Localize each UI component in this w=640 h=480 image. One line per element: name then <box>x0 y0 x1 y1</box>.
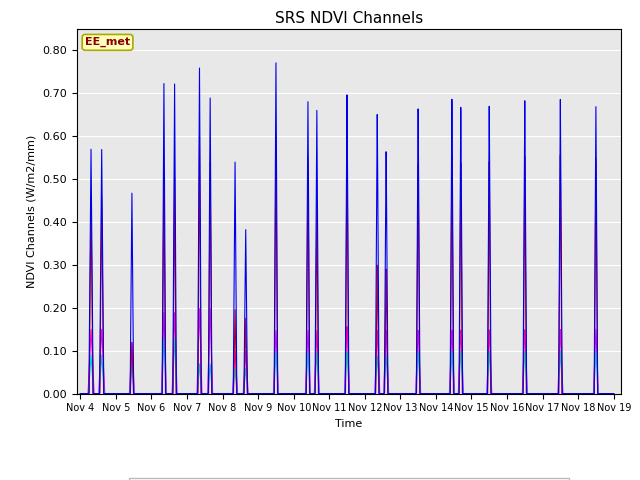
NDVI_650in <box>281 391 289 396</box>
NDVI_810in <box>281 391 289 396</box>
NDVI_810in <box>77 391 84 396</box>
NDVI_650out <box>281 391 289 396</box>
NDVI_650out <box>196 306 204 312</box>
NDVI_810in <box>140 391 148 396</box>
Line: NDVI_650out: NDVI_650out <box>81 309 614 394</box>
NDVI_810out <box>582 391 589 396</box>
NDVI_650in <box>610 391 618 396</box>
NDVI_810in <box>558 369 566 375</box>
NDVI_650in <box>410 391 418 396</box>
NDVI_810out <box>558 381 566 387</box>
NDVI_650in <box>272 132 280 138</box>
Title: SRS NDVI Channels: SRS NDVI Channels <box>275 11 423 26</box>
NDVI_810in <box>610 391 618 396</box>
Text: EE_met: EE_met <box>85 37 130 48</box>
NDVI_810in <box>561 391 568 396</box>
Line: NDVI_810out: NDVI_810out <box>81 338 614 394</box>
Line: NDVI_650in: NDVI_650in <box>81 135 614 394</box>
NDVI_810in <box>272 60 280 66</box>
NDVI_810out <box>410 391 418 396</box>
NDVI_810in <box>410 391 418 396</box>
NDVI_810out <box>160 336 168 341</box>
NDVI_650in <box>561 391 568 396</box>
NDVI_650out <box>140 391 148 396</box>
Y-axis label: NDVI Channels (W/m2/mm): NDVI Channels (W/m2/mm) <box>27 134 36 288</box>
NDVI_810out <box>140 391 148 396</box>
NDVI_650out <box>561 391 568 396</box>
NDVI_810in <box>582 391 589 396</box>
NDVI_650in <box>140 391 148 396</box>
NDVI_650in <box>582 391 589 396</box>
NDVI_810out <box>561 391 568 396</box>
Line: NDVI_810in: NDVI_810in <box>81 63 614 394</box>
NDVI_650out <box>582 391 589 396</box>
NDVI_650out <box>410 391 418 396</box>
NDVI_810out <box>77 391 84 396</box>
NDVI_650in <box>77 391 84 396</box>
X-axis label: Time: Time <box>335 419 362 429</box>
NDVI_650out <box>77 391 84 396</box>
NDVI_810out <box>281 391 289 396</box>
NDVI_650in <box>558 391 566 396</box>
NDVI_650out <box>610 391 618 396</box>
NDVI_650out <box>558 369 566 375</box>
Legend: NDVI_650in, NDVI_810in, NDVI_650out, NDVI_810out: NDVI_650in, NDVI_810in, NDVI_650out, NDV… <box>129 478 569 480</box>
NDVI_810out <box>610 391 618 396</box>
